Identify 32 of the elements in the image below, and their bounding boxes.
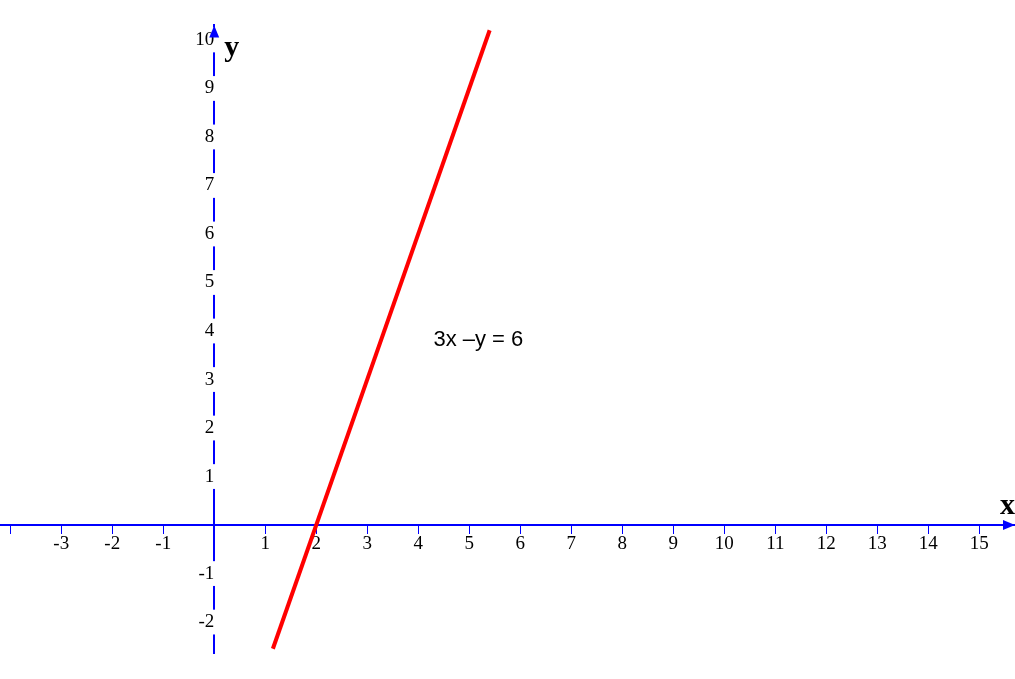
y-tick-label: 5 [204,270,215,292]
y-tick-label: 7 [204,173,215,195]
y-tick-label: 8 [204,124,215,146]
y-tick-label: 3 [204,367,215,389]
x-tick-label: 8 [617,532,628,554]
x-tick-label: 5 [464,532,474,554]
y-tick-label: 6 [204,221,215,243]
y-tick-label: -2 [198,610,215,632]
x-tick-label: 4 [413,532,424,554]
x-tick-label: 1 [260,532,270,554]
x-tick-label: 13 [867,532,887,554]
y-tick-label: 9 [204,76,215,98]
x-tick-label: -3 [53,532,70,554]
annotation: 3x –y = 6 [433,325,524,351]
x-tick-label: 9 [668,532,679,554]
x-tick-label: 3 [362,532,372,554]
x-tick-label: 7 [566,532,577,554]
x-tick-label: 2 [311,532,321,554]
x-tick-label: 12 [816,532,836,554]
y-tick-label: 2 [204,416,215,438]
y-tick-label: 4 [204,319,215,340]
x-tick-label: 11 [766,532,785,554]
x-tick-label: 14 [918,532,939,554]
x-tick-label: 6 [515,532,525,554]
y-tick-label: -1 [198,561,215,583]
x-tick-label: -2 [104,532,121,554]
x-tick-label: -1 [155,532,172,554]
x-axis-title: x [1000,486,1015,520]
x-tick-label: 15 [969,532,989,554]
x-tick-label: 10 [714,532,734,554]
y-axis-title: y [224,29,240,63]
y-tick-label: 1 [204,464,215,486]
